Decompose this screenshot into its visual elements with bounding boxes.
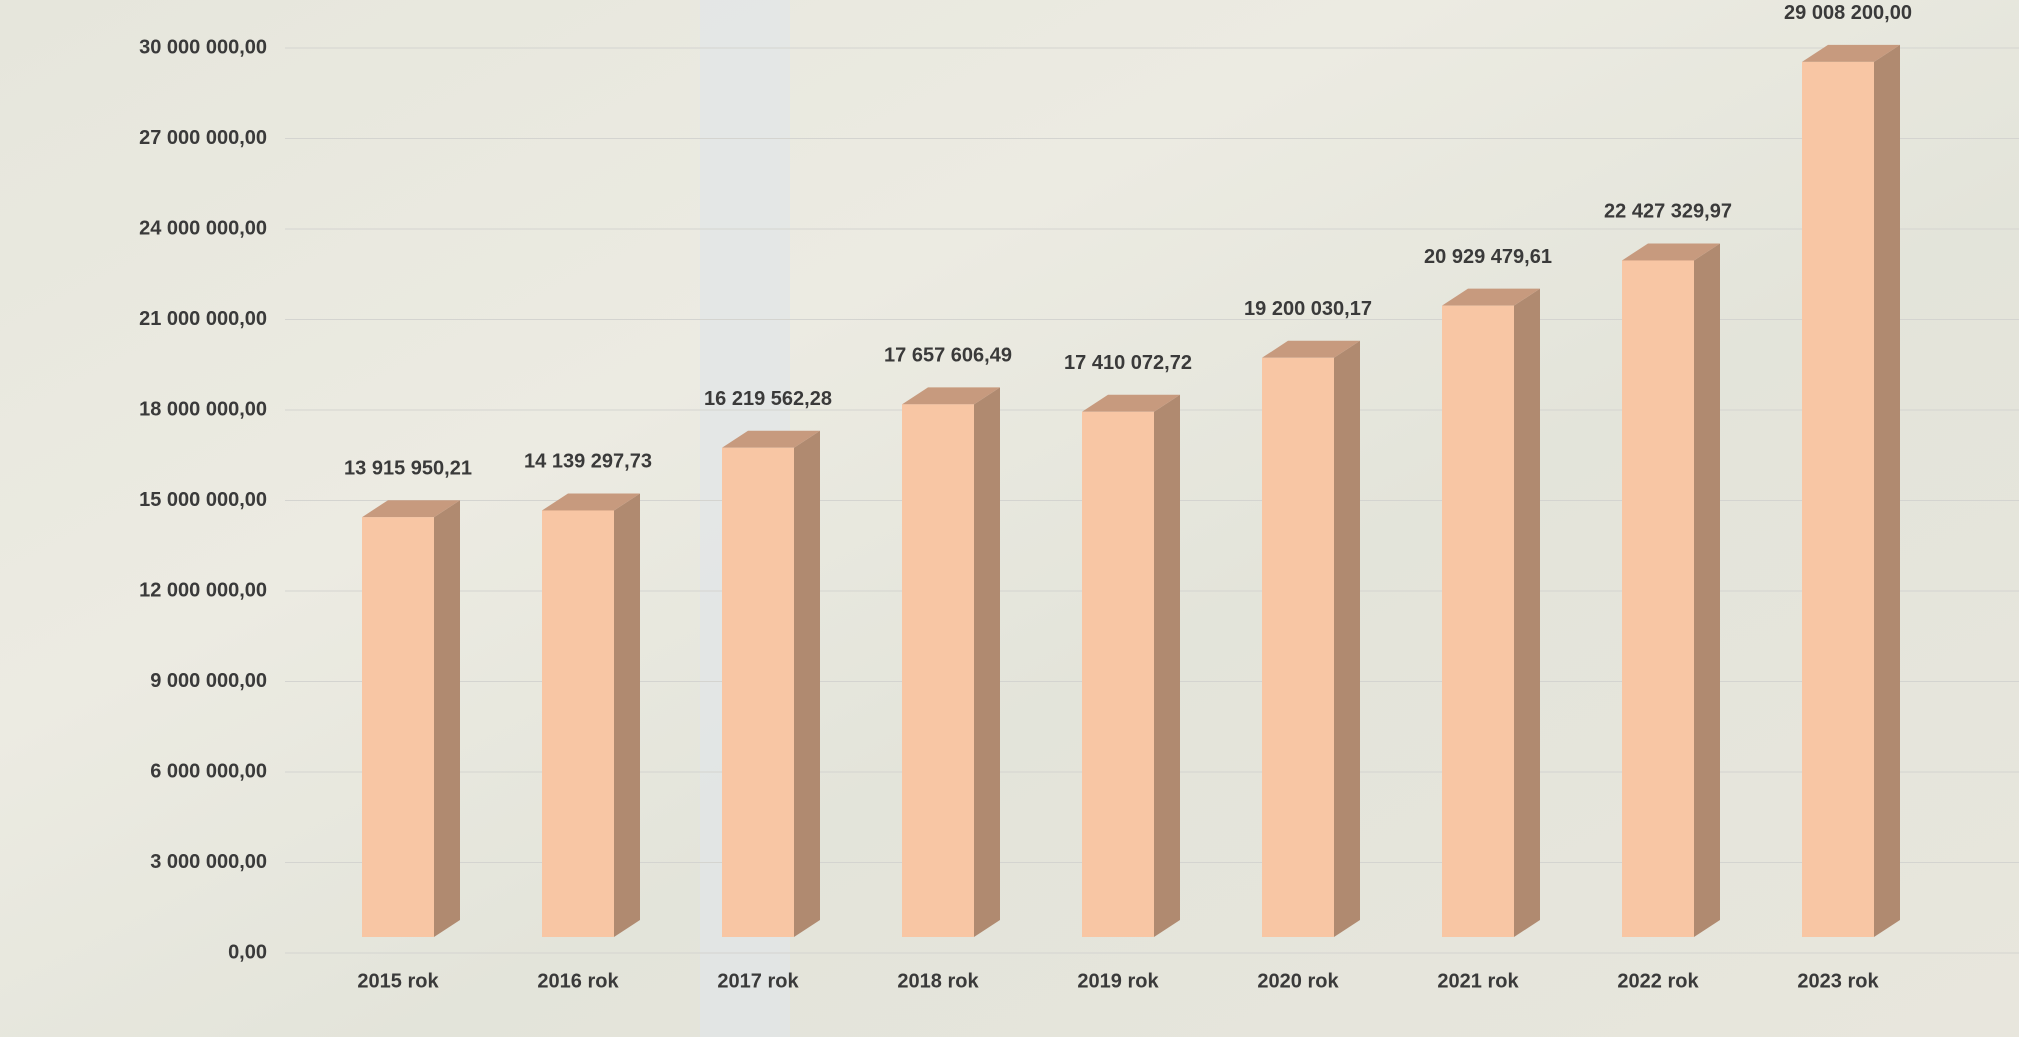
x-tick-label: 2016 rok [537,970,619,992]
bar-side [1514,288,1540,937]
bar-top [722,430,820,448]
y-tick-label: 6 000 000,00 [150,760,267,782]
x-tick-label: 2023 rok [1797,970,1879,992]
bar-side [1694,243,1720,938]
bar [1622,260,1694,937]
bar [1442,305,1514,938]
bar [902,404,974,937]
x-tick-label: 2022 rok [1617,970,1699,992]
x-tick-label: 2015 rok [357,970,439,992]
data-label: 16 219 562,28 [704,388,832,410]
bar-top [1802,44,1900,62]
bar-top [362,500,460,518]
bar [1082,411,1154,937]
bar-top [902,387,1000,405]
y-tick-label: 18 000 000,00 [139,398,267,420]
y-tick-label: 9 000 000,00 [150,670,267,692]
bar-top [1442,288,1540,306]
y-tick-label: 15 000 000,00 [139,489,267,511]
bar-side [434,500,460,937]
bar-top [1082,394,1180,412]
bar [542,510,614,937]
y-tick-label: 21 000 000,00 [139,308,267,330]
y-tick-label: 3 000 000,00 [150,851,267,873]
x-tick-label: 2018 rok [897,970,979,992]
bar-side [1334,340,1360,938]
data-label: 22 427 329,97 [1604,201,1732,223]
data-label: 13 915 950,21 [344,457,472,479]
bar [362,517,434,937]
bar-side [1874,44,1900,937]
bar-top [1262,340,1360,358]
data-label: 19 200 030,17 [1244,298,1372,320]
bar-side [1154,394,1180,937]
data-label: 29 008 200,00 [1784,2,1912,24]
bar [1262,357,1334,938]
y-tick-label: 24 000 000,00 [139,217,267,239]
bar-side [614,493,640,937]
data-label: 20 929 479,61 [1424,246,1552,268]
data-label: 17 410 072,72 [1064,352,1192,374]
y-tick-label: 12 000 000,00 [139,579,267,601]
bar-top [1622,243,1720,261]
bar-side [794,430,820,937]
x-tick-label: 2020 rok [1257,970,1339,992]
bar-side [974,387,1000,937]
data-label: 14 139 297,73 [524,451,652,473]
x-tick-label: 2019 rok [1077,970,1159,992]
x-tick-label: 2021 rok [1437,970,1519,992]
bar [722,447,794,937]
y-tick-label: 30 000 000,00 [139,36,267,58]
y-tick-label: 27 000 000,00 [139,127,267,149]
bar [1802,61,1874,937]
x-tick-label: 2017 rok [717,970,799,992]
data-label: 17 657 606,49 [884,345,1012,367]
y-tick-label: 0,00 [228,941,267,963]
bar-top [542,493,640,511]
